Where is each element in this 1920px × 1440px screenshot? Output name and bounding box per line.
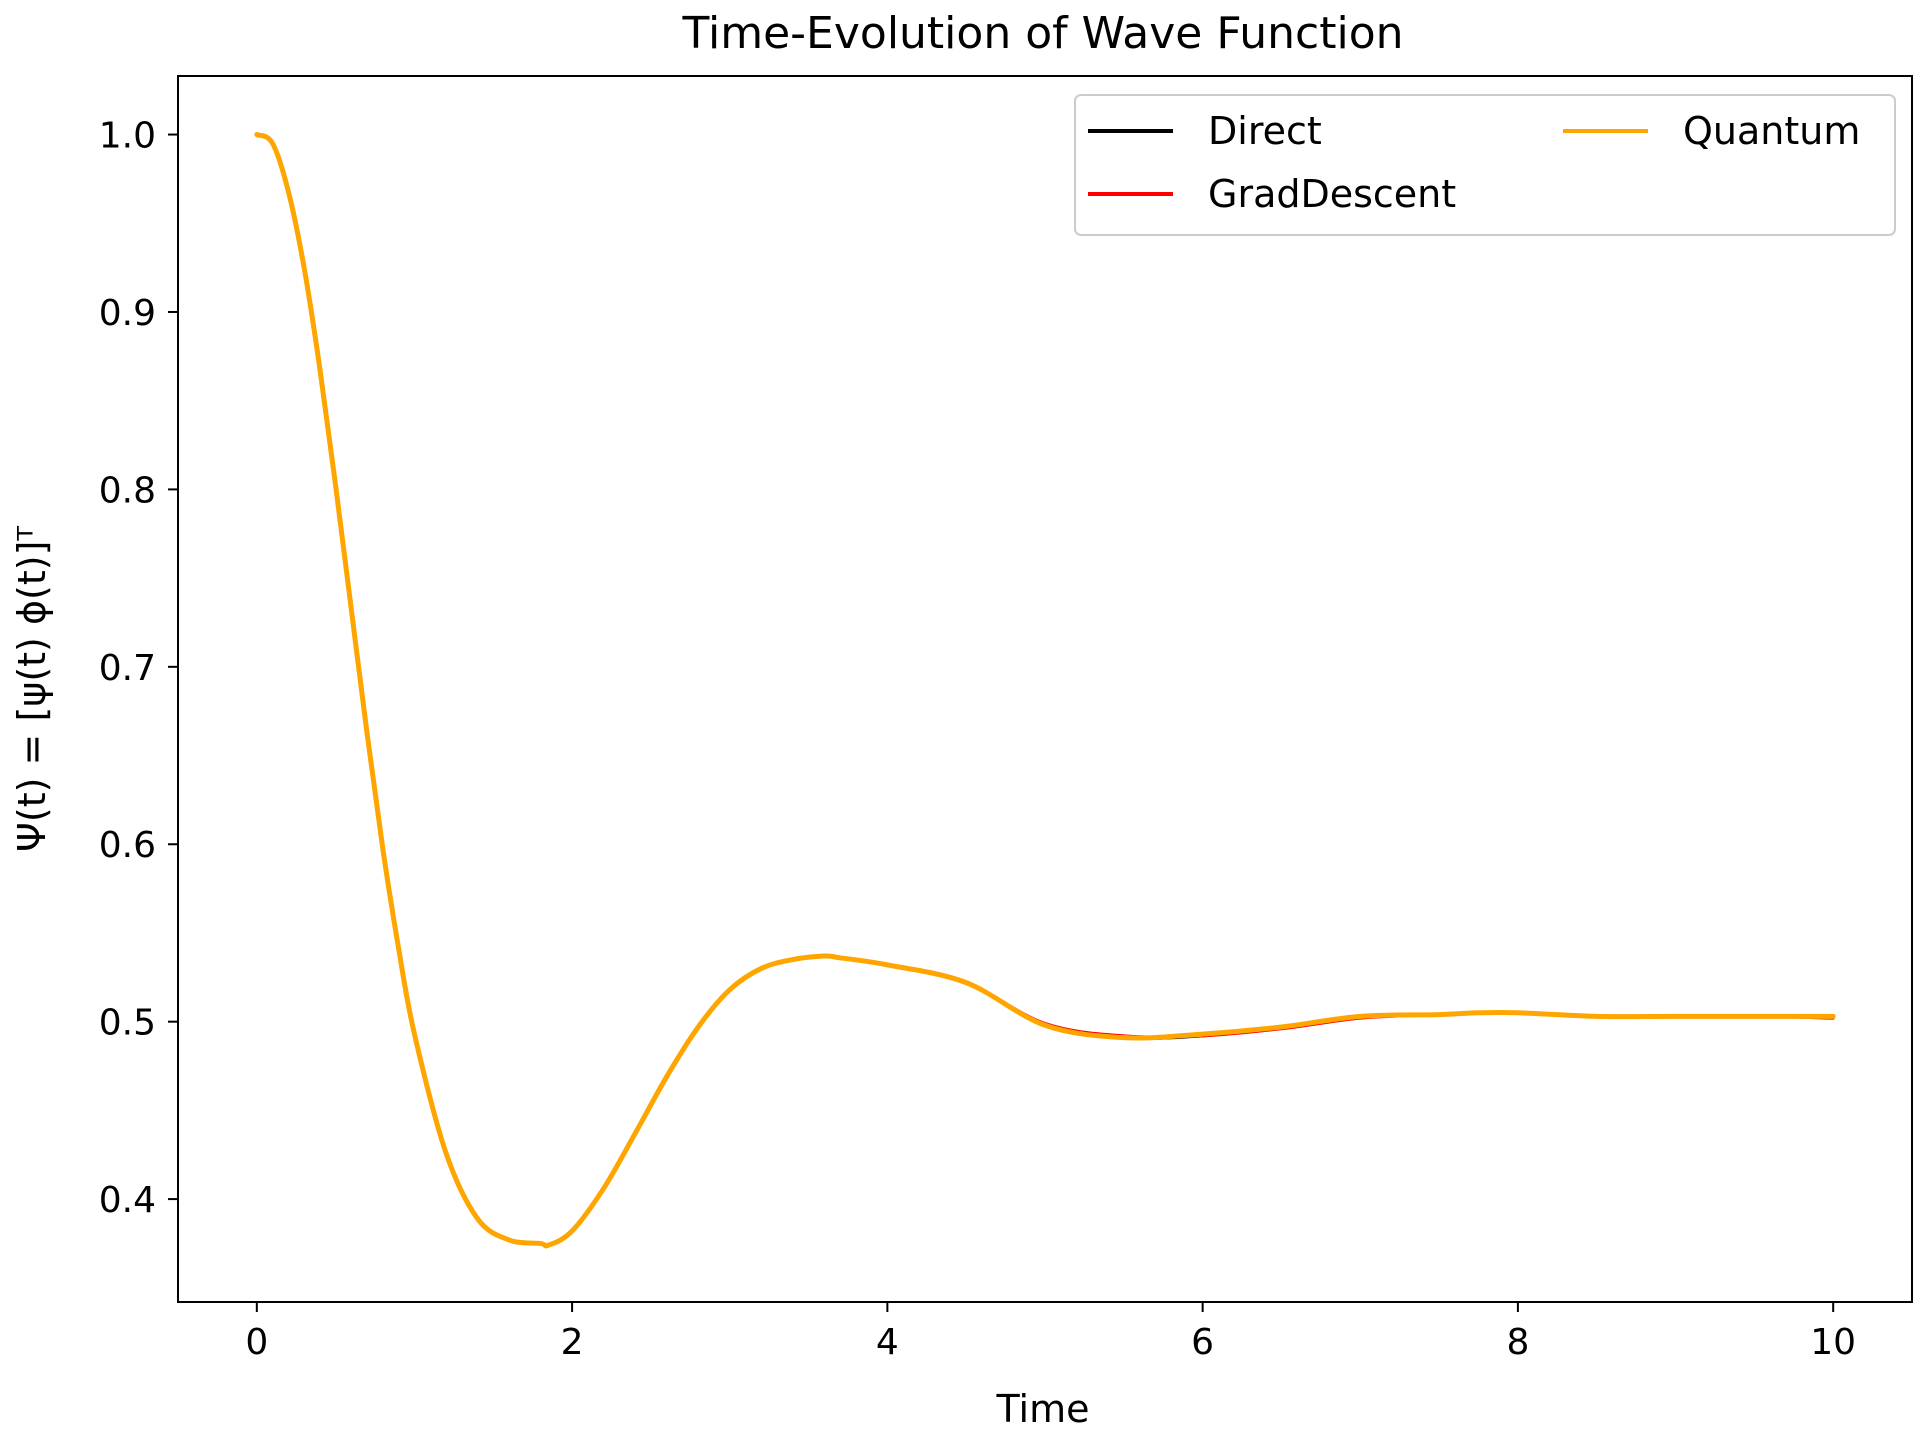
y-axis-label: Ψ(t) = [ψ(t) ϕ(t)]ᵀ [10, 526, 54, 852]
y-tick-label: 0.6 [99, 825, 156, 866]
x-tick-label: 4 [876, 1322, 899, 1363]
y-tick-label: 0.7 [99, 648, 156, 689]
chart-title: Time-Evolution of Wave Function [682, 8, 1404, 59]
x-axis-label: Time [996, 1387, 1090, 1431]
series-line-graddescent [255, 133, 1835, 1248]
legend-label-graddescent: GradDescent [1208, 172, 1456, 216]
series-line-quantum [254, 132, 1836, 1249]
x-tick-label: 8 [1506, 1322, 1529, 1363]
legend-label-direct: Direct [1208, 109, 1322, 153]
series-layer [254, 132, 1836, 1249]
x-tick-label: 10 [1810, 1322, 1856, 1363]
legend-box [1074, 94, 1896, 236]
x-tick-label: 6 [1191, 1322, 1214, 1363]
y-axis-ticks: 0.4 0.5 0.6 0.7 0.8 0.9 1.0 [99, 116, 178, 1221]
y-tick-label: 0.4 [99, 1180, 156, 1221]
y-tick-label: 0.5 [99, 1003, 156, 1044]
x-tick-label: 2 [561, 1322, 584, 1363]
y-tick-label: 0.8 [99, 470, 156, 511]
legend-label-quantum: Quantum [1683, 109, 1860, 153]
y-tick-label: 0.9 [99, 293, 156, 334]
y-tick-label: 1.0 [99, 116, 156, 157]
legend: Direct GradDescent Quantum [1074, 94, 1896, 236]
series-line-direct [255, 133, 1835, 1248]
x-tick-label: 0 [245, 1322, 268, 1363]
x-axis-ticks: 0 2 4 6 8 10 [245, 1302, 1856, 1363]
plot-area [177, 75, 1913, 1303]
